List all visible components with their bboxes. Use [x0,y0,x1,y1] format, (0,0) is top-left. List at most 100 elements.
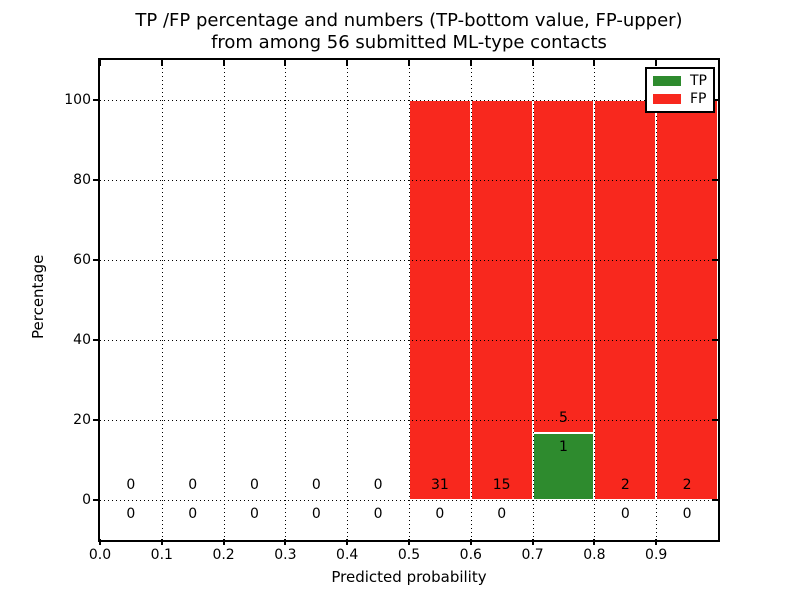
y-tick-label: 100 [64,92,91,108]
x-tick-top [99,60,101,66]
tp-count-label: 0 [126,506,136,522]
chart-title: TP /FP percentage and numbers (TP-bottom… [100,10,718,54]
fp-bar [470,100,533,500]
tp-count-label: 0 [373,506,383,522]
gridline-vertical [161,60,163,540]
y-tick [93,419,100,421]
fp-count-label: 0 [126,477,136,493]
y-tick [93,339,100,341]
legend-swatch-tp [653,76,681,86]
x-tick-top [346,60,349,66]
x-tick-top [593,60,596,66]
x-axis-label: Predicted probability [331,568,487,586]
y-tick-right [712,259,718,261]
fp-count-label: 2 [620,477,630,493]
y-tick-right [712,339,718,341]
x-tick-top [222,60,225,66]
legend: TP FP [645,67,715,113]
fp-bar [532,100,595,434]
fp-count-label: 15 [492,477,511,493]
tp-count-label: 0 [497,506,507,522]
x-tick-top [160,60,163,66]
x-tick-top [408,60,410,66]
fp-bar [594,100,657,500]
legend-label-tp: TP [690,73,707,89]
x-tick-top [531,60,534,66]
tp-count-label: 0 [620,506,630,522]
x-tick-label: 0.7 [521,547,544,563]
x-tick [346,539,349,545]
y-tick-label: 20 [73,412,91,428]
y-tick-label: 40 [73,332,91,348]
x-tick [222,539,225,545]
legend-row-tp: TP [653,74,707,88]
gridline-vertical [223,60,225,540]
chart-title-line1: TP /FP percentage and numbers (TP-bottom… [135,10,683,31]
gridline-horizontal [100,260,718,261]
legend-swatch-fp [653,94,681,104]
tp-count-label: 0 [250,506,259,522]
x-tick [531,539,534,545]
x-tick [469,539,472,545]
gridline-horizontal [100,420,718,421]
tp-count-label: 0 [682,506,692,522]
gridline-horizontal [100,340,718,341]
gridline-horizontal [100,180,718,181]
y-tick-right [712,179,718,181]
x-tick [593,539,596,545]
x-tick [160,539,163,545]
x-tick-label: 0.4 [336,547,359,563]
y-tick-label: 80 [73,172,91,188]
fp-count-label: 31 [430,477,449,493]
gridline-vertical [532,60,534,540]
y-tick-label: 60 [73,252,91,268]
fp-bar [656,100,718,500]
x-tick-label: 0.3 [274,547,297,563]
x-tick-top [284,60,287,66]
x-tick-label: 0.2 [212,547,235,563]
legend-label-fp: FP [690,91,707,107]
x-tick [408,539,410,545]
fp-bar [409,100,471,500]
fp-count-label: 2 [682,477,692,493]
x-tick-label: 0.0 [88,547,112,563]
chart-title-line2: from among 56 submitted ML-type contacts [211,32,607,53]
x-tick-label: 0.1 [150,547,173,563]
gridline-vertical [347,60,349,540]
x-tick-top [469,60,472,66]
y-tick [93,259,100,261]
tp-count-label: 0 [435,506,445,522]
x-tick-label: 0.6 [459,547,482,563]
tp-count-label: 0 [188,506,198,522]
x-tick [655,539,658,545]
y-tick-right [712,419,718,421]
y-tick [93,179,100,181]
y-tick [93,499,100,501]
fp-count-label: 5 [559,410,568,427]
x-tick-label: 0.5 [397,547,421,563]
y-axis-label: Percentage [29,254,47,339]
legend-row-fp: FP [653,92,707,106]
gridline-vertical [285,60,287,540]
y-tick-right [712,99,718,101]
gridline-vertical [656,60,658,540]
y-tick-right [712,499,718,501]
fp-count-label: 0 [188,477,198,493]
x-tick [284,539,287,545]
x-tick-top [655,60,658,66]
gridline-horizontal [100,100,718,101]
gridline-vertical [470,60,472,540]
gridline-vertical [594,60,596,540]
tp-count-label: 1 [559,439,568,456]
gridline-vertical [409,60,410,540]
fp-count-label: 0 [373,477,383,493]
x-tick-label: 0.8 [583,547,606,563]
x-tick [99,539,101,545]
x-tick-label: 0.9 [645,547,668,563]
gridline-horizontal [100,500,718,501]
tp-count-label: 0 [311,506,321,522]
y-tick [93,99,100,101]
y-tick-label: 0 [82,492,91,508]
fp-count-label: 0 [250,477,259,493]
